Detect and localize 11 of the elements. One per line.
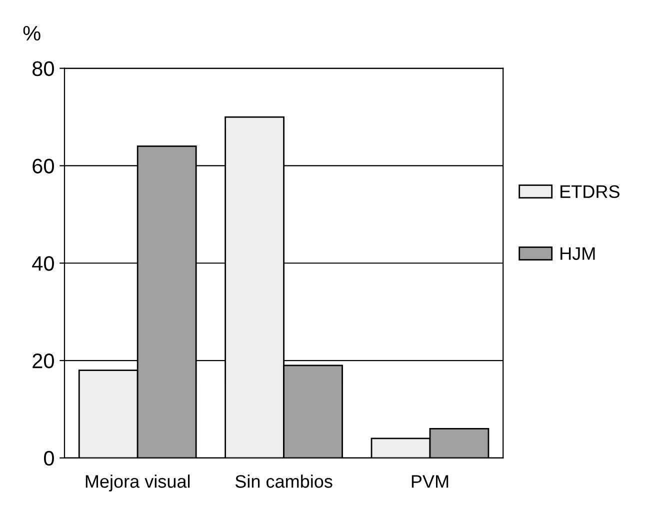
- x-tick-label: PVM: [412, 475, 448, 488]
- legend-label: HJM: [560, 247, 595, 260]
- x-tick-label: Mejora visual: [86, 474, 190, 492]
- y-axis-title: %: [23, 26, 40, 41]
- y-tick-label: 20: [32, 354, 54, 368]
- y-tick-label: 60: [32, 158, 54, 174]
- y-tick-label: 80: [32, 61, 54, 76]
- x-tick-label: Sin cambios: [235, 474, 332, 488]
- y-tick-label: 40: [32, 256, 54, 271]
- legend-label: ETDRS: [560, 185, 620, 198]
- y-tick-label: 0: [44, 450, 54, 466]
